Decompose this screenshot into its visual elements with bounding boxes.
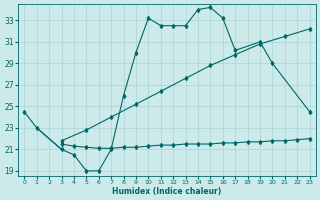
X-axis label: Humidex (Indice chaleur): Humidex (Indice chaleur)	[112, 187, 221, 196]
